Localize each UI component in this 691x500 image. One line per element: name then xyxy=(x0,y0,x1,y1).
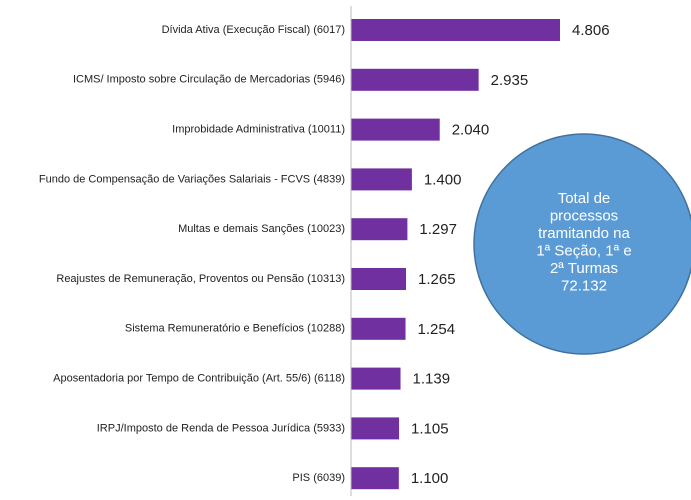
value-label: 1.400 xyxy=(424,171,462,188)
bar xyxy=(351,118,440,141)
bar xyxy=(351,317,406,340)
category-label: Fundo de Compensação de Variações Salari… xyxy=(39,173,345,185)
bar xyxy=(351,467,399,490)
annotation-text: 72.132 xyxy=(561,278,607,295)
value-label: 2.935 xyxy=(491,72,529,89)
annotation-text: 2ª Turmas xyxy=(550,260,618,277)
category-label: Sistema Remuneratório e Benefícios (1028… xyxy=(125,323,345,335)
category-label: Aposentadoria por Tempo de Contribuição … xyxy=(53,373,345,385)
bar xyxy=(351,268,407,290)
annotation-text: tramitando na xyxy=(538,225,630,242)
category-label: PIS (6039) xyxy=(292,472,345,484)
category-label: Improbidade Administrativa (10011) xyxy=(172,124,345,136)
category-label: Multas e demais Sanções (10023) xyxy=(178,223,345,235)
category-label: Dívida Ativa (Execução Fiscal) (6017) xyxy=(162,24,345,36)
value-label: 1.254 xyxy=(418,321,456,338)
value-label: 1.265 xyxy=(418,271,456,288)
category-label: Reajustes de Remuneração, Proventos ou P… xyxy=(56,273,345,285)
value-label: 1.297 xyxy=(419,221,457,238)
value-label: 1.100 xyxy=(411,470,449,487)
bar xyxy=(351,367,401,390)
bar xyxy=(351,218,408,241)
category-label: ICMS/ Imposto sobre Circulação de Mercad… xyxy=(73,74,345,86)
value-label: 2.040 xyxy=(452,122,490,139)
bar xyxy=(351,68,479,91)
bar xyxy=(351,19,560,41)
annotation-text: processos xyxy=(550,208,618,225)
annotation-text: 1ª Seção, 1ª e xyxy=(536,243,631,260)
bar xyxy=(351,168,412,191)
annotation-circle xyxy=(473,133,691,355)
value-label: 4.806 xyxy=(572,22,610,39)
value-label: 1.105 xyxy=(411,420,449,437)
annotation-text: Total de xyxy=(558,190,611,207)
bar xyxy=(351,417,400,440)
category-label: IRPJ/Imposto de Renda de Pessoa Jurídica… xyxy=(97,422,345,434)
value-label: 1.139 xyxy=(413,371,451,388)
